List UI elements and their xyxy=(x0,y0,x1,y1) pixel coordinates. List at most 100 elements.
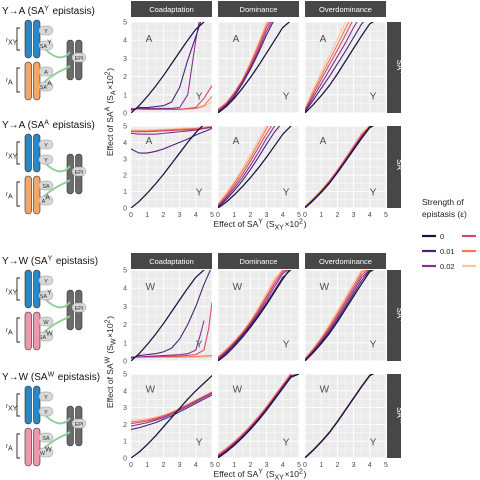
series-line-eps-0.05 xyxy=(305,270,366,359)
row-strip-label: SAY xyxy=(395,307,406,323)
panel-1-1: WY xyxy=(130,269,213,362)
text-part: SA xyxy=(395,307,404,318)
panel-lines xyxy=(131,270,212,361)
text-part: Y xyxy=(44,279,48,285)
text-part: W xyxy=(45,447,52,454)
region-label-top-left: A xyxy=(320,34,327,45)
text-part: epistasis) xyxy=(50,120,95,131)
x-tick-label: 1 xyxy=(145,212,149,219)
column-strip-label: Dominance xyxy=(240,257,278,266)
y-tick-label: 0 xyxy=(123,111,127,118)
text-part: 2 xyxy=(105,71,112,75)
region-label-bottom-right: Y xyxy=(283,188,290,199)
tag-low2: AA xyxy=(42,195,51,206)
text-part: Y xyxy=(44,143,48,149)
x-tick-label: 5 xyxy=(297,462,301,469)
panel-1-3: WY xyxy=(304,269,387,362)
text-part: A xyxy=(42,199,46,205)
series-line-eps-0.03 xyxy=(305,270,369,360)
series-line-eps-0.04 xyxy=(131,126,212,132)
series-line-eps-0 xyxy=(305,22,374,113)
text-part: A xyxy=(8,80,13,87)
y-tick-label: 4 xyxy=(123,140,127,147)
column-strip xyxy=(131,1,212,17)
text-part: Y→W (SA xyxy=(2,372,48,383)
tag-epi-box xyxy=(71,52,87,63)
y-tick-label: 5 xyxy=(123,124,127,131)
y-chromosome-sister xyxy=(33,269,41,309)
tag-mid-box xyxy=(38,154,54,165)
legend-label: 0.01 xyxy=(440,247,455,256)
bottom-chromosome-sister xyxy=(33,311,41,351)
schematic-title: Y→W (SAW epistasis) xyxy=(2,372,100,384)
text-part: Y xyxy=(258,469,263,476)
text-part: ×10 xyxy=(285,469,300,479)
text-part: W xyxy=(111,338,118,345)
text-part: SA xyxy=(40,44,48,50)
x-tick-label: 3 xyxy=(265,462,269,469)
series-line-eps-0.01 xyxy=(218,270,292,361)
tag-mid-box xyxy=(38,406,54,417)
x-tick-label: 5 xyxy=(384,212,388,219)
text-part: ) xyxy=(105,68,115,71)
text-part: r xyxy=(6,288,8,294)
series-line-eps-0.02 xyxy=(131,320,205,358)
column-strip xyxy=(218,253,299,269)
region-label-top-left: A xyxy=(233,34,240,45)
column-strip xyxy=(131,253,212,269)
y-tick-label: 3 xyxy=(123,156,127,163)
panel-1-2: AY xyxy=(217,21,300,114)
series-line-eps-0.04 xyxy=(218,22,269,110)
x-tick-label: 0 xyxy=(129,462,133,469)
series-line-eps-0 xyxy=(218,374,299,458)
text-part: Effect of SA xyxy=(214,469,259,479)
text-part: SA xyxy=(39,335,47,341)
x-axis-title: Effect of SAY (SXY ×102 ) xyxy=(214,469,307,480)
text-part: Y xyxy=(47,40,52,47)
region-label-top-left: W xyxy=(320,384,330,395)
series-line-eps-0.01 xyxy=(131,22,202,111)
series-line-eps-0.01 xyxy=(305,22,364,113)
ra-label: rA xyxy=(6,78,13,87)
text-part: SA xyxy=(395,59,404,70)
series-line-eps-0.01 xyxy=(131,394,212,430)
tag-mid: SAY xyxy=(40,290,52,301)
x-tick-label: 3 xyxy=(178,462,182,469)
text-part: Y xyxy=(44,410,48,416)
panel-lines xyxy=(131,126,212,208)
text-part: Coadaptation xyxy=(149,257,194,266)
bottom-chromosome-sister xyxy=(33,61,41,101)
tag-y: Y xyxy=(44,279,48,285)
legend-title-line2: epistasis (ε) xyxy=(422,209,467,219)
y-tick-label: 0 xyxy=(123,206,127,213)
tag-mid: Y xyxy=(44,158,48,164)
rxy-label: rXY xyxy=(6,38,18,47)
y-tick-label: 5 xyxy=(123,372,127,379)
tag-low2-box xyxy=(38,331,54,342)
y-chromosome xyxy=(24,133,32,173)
text-part: W xyxy=(40,451,46,457)
text-part: XY xyxy=(8,40,18,47)
series-line-eps-0.01 xyxy=(305,270,372,361)
legend-label: 0.02 xyxy=(440,262,455,271)
tag-low: W xyxy=(43,320,49,326)
epistasis-link xyxy=(41,179,71,199)
y-tick-label: 2 xyxy=(123,74,127,81)
text-part: A xyxy=(105,106,112,111)
bottom-chromosome xyxy=(24,61,32,101)
region-label-top-left: A xyxy=(146,34,153,45)
epistasis-link xyxy=(41,431,71,451)
bottom-chromosome-sister xyxy=(33,427,41,467)
series-line-eps-0.01 xyxy=(131,127,212,154)
text-part: W xyxy=(105,356,112,363)
bottom-chromosome-sister xyxy=(33,175,41,215)
tag-low: A xyxy=(44,70,48,76)
ra-label: rA xyxy=(6,192,13,201)
series-line-eps-0 xyxy=(218,22,290,113)
y-tick-label: 4 xyxy=(123,388,127,395)
column-strip xyxy=(218,1,299,17)
schematic-title: Y→W (SAY epistasis) xyxy=(2,256,98,268)
column-strip xyxy=(305,1,386,17)
series-line-eps-0 xyxy=(218,270,290,361)
